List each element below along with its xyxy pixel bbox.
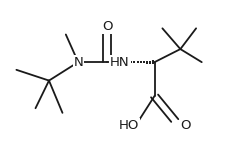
Text: HN: HN (110, 56, 129, 69)
Text: HO: HO (118, 119, 138, 132)
Text: O: O (180, 119, 190, 132)
Text: N: N (73, 56, 83, 69)
Text: O: O (102, 20, 112, 33)
